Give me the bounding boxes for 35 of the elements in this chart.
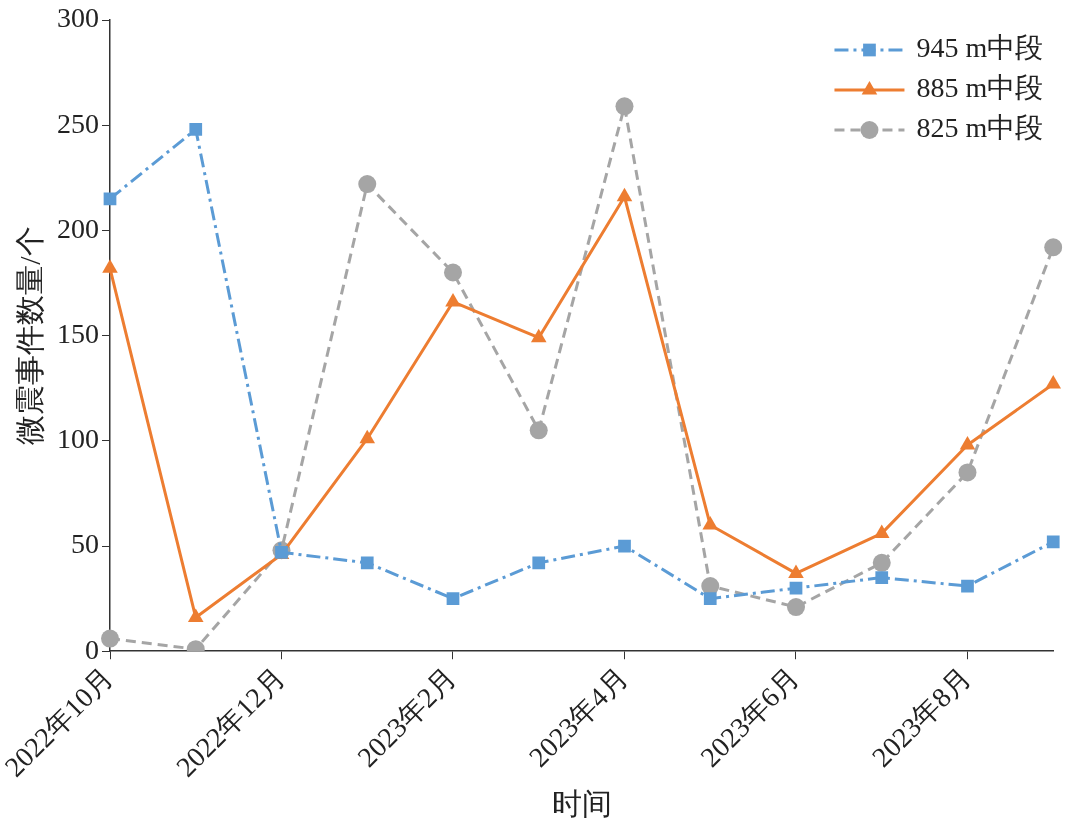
point [1045, 375, 1062, 389]
y-tick-label: 50 [71, 528, 99, 560]
x-axis-title: 时间 [551, 786, 612, 820]
point [187, 608, 204, 623]
y-tick-label: 250 [57, 107, 99, 139]
legend-label: 945 m中段 [916, 32, 1044, 64]
point [446, 592, 460, 606]
y-axis-title: 微震事件数量/个 [12, 226, 46, 445]
point [615, 97, 634, 116]
point [958, 463, 977, 482]
point [959, 436, 976, 450]
y-tick-label: 150 [57, 317, 99, 349]
point [786, 598, 805, 617]
legend-label: 885 m中段 [916, 72, 1044, 104]
point [961, 579, 974, 593]
point [872, 553, 891, 572]
point [532, 556, 546, 570]
point [444, 263, 462, 282]
y-tick-label: 200 [57, 212, 99, 244]
point [358, 175, 377, 194]
point [360, 556, 374, 570]
point [1046, 535, 1060, 549]
point [1044, 238, 1063, 257]
point [702, 516, 719, 530]
point [103, 192, 117, 206]
y-tick-label: 100 [57, 423, 99, 455]
point [189, 123, 203, 136]
y-tick-label: 300 [57, 2, 99, 34]
point [703, 592, 717, 606]
legend-label: 825 m中段 [916, 112, 1044, 144]
point [875, 571, 889, 584]
y-tick-label: 0 [85, 633, 99, 665]
point [101, 629, 119, 648]
point [618, 539, 631, 553]
point [529, 421, 548, 440]
